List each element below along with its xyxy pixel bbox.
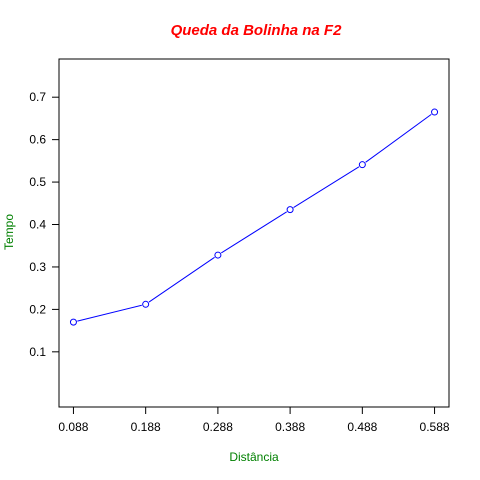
data-point xyxy=(286,206,294,214)
data-point xyxy=(358,161,366,169)
x-tick-label: 0.588 xyxy=(420,420,450,434)
y-tick-label: 0.5 xyxy=(29,175,46,189)
x-tick-label: 0.188 xyxy=(131,420,161,434)
series-line-segment xyxy=(77,304,142,322)
chart-title: Queda da Bolinha na F2 xyxy=(171,22,343,39)
x-tick-label: 0.088 xyxy=(58,420,88,434)
y-axis-label: Tempo xyxy=(2,214,16,250)
series-line-segment xyxy=(365,114,432,163)
series-line-segment xyxy=(293,166,360,208)
y-axis: 0.1 0.2 0.3 0.4 0.5 0.6 0.7 xyxy=(29,90,60,359)
data-point xyxy=(214,251,222,259)
data-point xyxy=(142,300,150,308)
series-line-segment xyxy=(148,256,215,303)
y-tick-label: 0.6 xyxy=(29,133,46,147)
x-tick-label: 0.288 xyxy=(203,420,233,434)
y-tick-label: 0.2 xyxy=(29,302,46,316)
data-point xyxy=(431,108,439,116)
x-axis: 0.088 0.188 0.288 0.388 0.488 0.588 xyxy=(58,406,450,434)
x-tick-label: 0.488 xyxy=(347,420,377,434)
series-line-segment xyxy=(221,211,287,254)
x-tick-label: 0.388 xyxy=(275,420,305,434)
series-layer xyxy=(69,108,439,326)
y-tick-label: 0.7 xyxy=(29,90,46,104)
y-tick-label: 0.3 xyxy=(29,260,46,274)
y-tick-label: 0.4 xyxy=(29,218,46,232)
data-point xyxy=(69,318,77,326)
y-tick-label: 0.1 xyxy=(29,345,46,359)
x-axis-label: Distância xyxy=(229,450,279,464)
